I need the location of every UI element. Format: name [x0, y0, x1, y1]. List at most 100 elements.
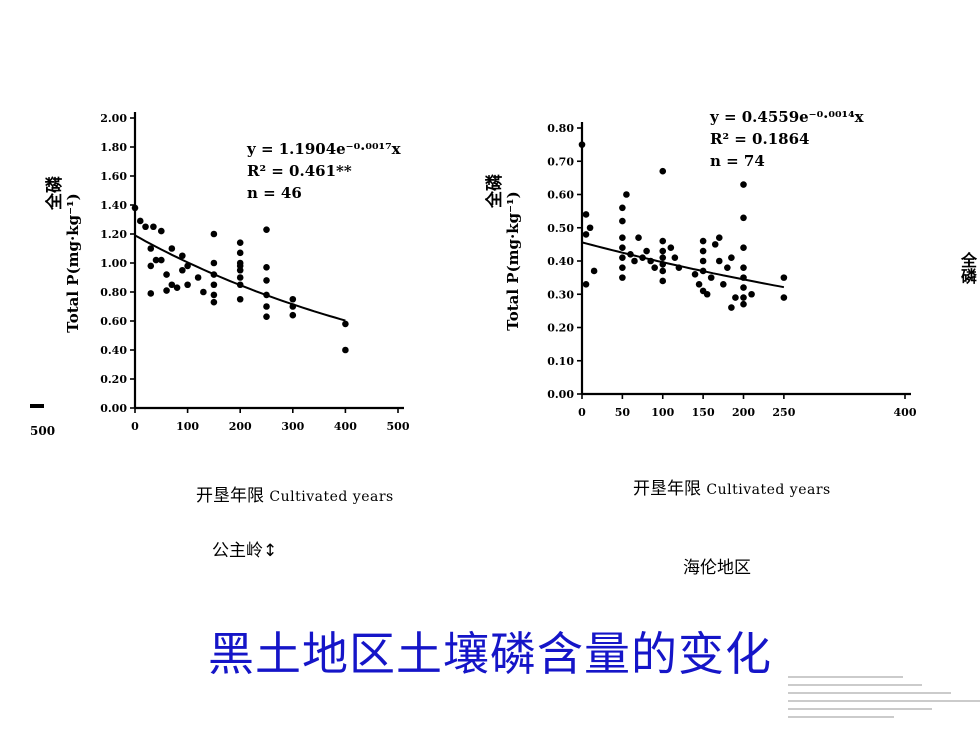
left-x-caption-en: Cultivated years [269, 489, 394, 505]
right-data-point [619, 254, 626, 261]
right-x-caption-cn: 开垦年限 [633, 479, 701, 499]
right-data-point [619, 234, 626, 242]
right-data-point [582, 211, 590, 218]
slide-title: 黑土地区土壤磷含量的变化 [208, 627, 772, 681]
left-region-label: 公主岭↕ [212, 541, 278, 561]
right-data-point [635, 234, 642, 242]
right-data-point [780, 274, 788, 281]
right-data-point [582, 280, 590, 288]
right-data-point [740, 274, 747, 281]
left-y-tick-label: 0.40 [100, 344, 127, 357]
right-data-point [740, 294, 747, 301]
left-data-point [236, 249, 244, 257]
left-data-point [210, 271, 218, 278]
right-data-point [659, 237, 667, 245]
right-data-point [659, 167, 667, 175]
left-data-point [263, 277, 270, 284]
left-y-tick-label: 0.00 [100, 402, 127, 415]
right-y-tick-label: 0.30 [547, 288, 574, 301]
left-y-tick-label: 0.20 [100, 373, 127, 386]
right-data-point [659, 247, 667, 255]
right-x-tick-label: 150 [692, 406, 715, 419]
left-edge-tick: 500 [30, 424, 56, 438]
right-data-point [703, 290, 711, 298]
right-x-tick-label: 250 [772, 406, 795, 419]
right-x-tick-label: 400 [894, 406, 917, 419]
left-x-caption: 开垦年限 Cultivated years [196, 481, 394, 506]
right-data-point [671, 254, 679, 261]
right-data-point [667, 244, 675, 251]
right-x-tick-label: 200 [732, 406, 755, 419]
right-data-point [631, 257, 638, 265]
left-y-tick-label: 1.40 [100, 199, 127, 212]
right-data-point [724, 264, 731, 271]
right-data-point [740, 264, 747, 271]
left-y-title-en: Total P(mg·kg⁻¹) [64, 193, 82, 332]
left-x-tick-label: 500 [387, 420, 410, 433]
right-data-point [619, 264, 626, 271]
left-data-point [210, 298, 218, 306]
left-data-point [184, 281, 191, 289]
right-data-point [740, 181, 747, 188]
left-x-tick-label: 400 [334, 420, 357, 433]
right-data-point [675, 264, 683, 271]
right-annotation-line: n = 74 [710, 152, 765, 170]
left-annotation-line: y = 1.1904e⁻⁰·⁰⁰¹⁷x [246, 140, 402, 158]
right-data-point [659, 267, 667, 275]
right-data-point [586, 224, 594, 232]
left-data-point [168, 281, 176, 289]
right-data-point [639, 254, 646, 261]
right-annotation-line: R² = 0.1864 [710, 130, 809, 148]
left-data-point [263, 226, 270, 233]
right-data-point [732, 294, 739, 301]
right-data-point [699, 267, 707, 275]
right-data-point [659, 254, 667, 261]
left-data-point [184, 262, 191, 270]
left-data-point [158, 256, 165, 264]
left-data-point [136, 217, 144, 225]
right-data-point [715, 257, 723, 265]
left-y-tick-label: 1.20 [100, 228, 127, 241]
left-y-tick-label: 2.00 [100, 112, 127, 125]
left-data-point [163, 287, 170, 294]
right-data-point [695, 280, 703, 288]
right-data-point [720, 280, 727, 288]
left-data-point [236, 274, 244, 281]
left-data-point [236, 262, 244, 270]
right-data-point [643, 247, 650, 255]
left-data-point [263, 313, 270, 320]
left-data-point [210, 291, 218, 299]
left-y-tick-label: 1.00 [100, 257, 127, 270]
right-edge-label: 全磷 [958, 252, 977, 284]
left-data-point [200, 288, 207, 296]
left-data-point [342, 320, 349, 328]
right-y-title-cn: 全磷 [484, 173, 505, 209]
left-data-point [342, 346, 349, 354]
left-data-point [289, 311, 297, 319]
left-y-tick-label: 0.60 [100, 315, 127, 328]
left-data-point [210, 259, 218, 267]
right-x-tick-label: 50 [615, 406, 631, 419]
corner-watermark [788, 670, 980, 730]
left-data-point [142, 223, 149, 231]
right-y-tick-label: 0.40 [547, 255, 574, 268]
left-data-point [263, 291, 270, 299]
right-y-tick-label: 0.10 [547, 355, 574, 368]
right-data-point [647, 257, 654, 265]
right-y-tick-label: 0.00 [547, 388, 574, 401]
left-data-point [236, 281, 244, 289]
right-data-point [748, 290, 755, 298]
left-data-point [150, 223, 157, 231]
left-data-point [173, 284, 181, 291]
right-data-point [740, 284, 747, 291]
right-data-point [740, 300, 747, 308]
right-region-label: 海伦地区 [683, 558, 751, 578]
left-x-tick-label: 0 [131, 420, 139, 433]
right-y-tick-label: 0.70 [547, 155, 574, 168]
left-annotation-line: R² = 0.461** [247, 162, 352, 180]
left-data-point [236, 239, 244, 246]
right-data-point [699, 257, 707, 265]
left-data-point [289, 295, 297, 303]
